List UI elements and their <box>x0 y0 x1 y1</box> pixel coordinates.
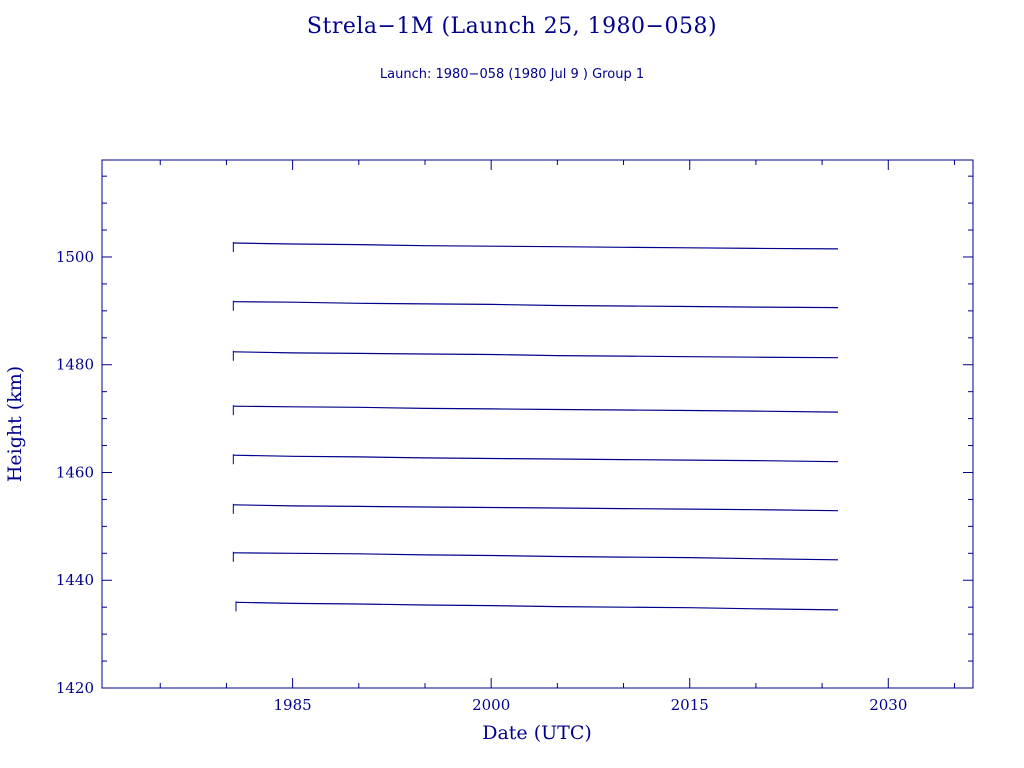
x-tick-label: 2000 <box>472 696 510 714</box>
series-line <box>233 405 839 413</box>
y-tick-label: 1500 <box>56 248 94 266</box>
series-line <box>233 454 839 463</box>
y-tick-label: 1460 <box>56 463 94 481</box>
x-tick-label: 1985 <box>274 696 312 714</box>
y-axis-label: Height (km) <box>4 366 26 482</box>
series-line <box>235 601 839 611</box>
chart-title: Strela−1M (Launch 25, 1980−058) <box>306 14 718 39</box>
series-line <box>233 301 839 309</box>
series-line <box>233 552 839 561</box>
x-tick-label: 2015 <box>671 696 709 714</box>
x-axis-label: Date (UTC) <box>482 722 592 744</box>
x-tick-label: 2030 <box>869 696 907 714</box>
series-lines <box>232 241 839 612</box>
series-line <box>233 504 839 512</box>
series-line <box>233 242 839 250</box>
plot-frame <box>101 159 974 689</box>
y-tick-label: 1480 <box>56 356 94 374</box>
series-line <box>233 351 839 359</box>
y-tick-label: 1440 <box>56 571 94 589</box>
chart-subtitle: Launch: 1980−058 (1980 Jul 9 ) Group 1 <box>379 67 645 82</box>
y-tick-label: 1420 <box>56 679 94 697</box>
axis-ticks: 1985 2000 2015 2030 1420 1440 1460 1480 1500 <box>56 160 973 714</box>
